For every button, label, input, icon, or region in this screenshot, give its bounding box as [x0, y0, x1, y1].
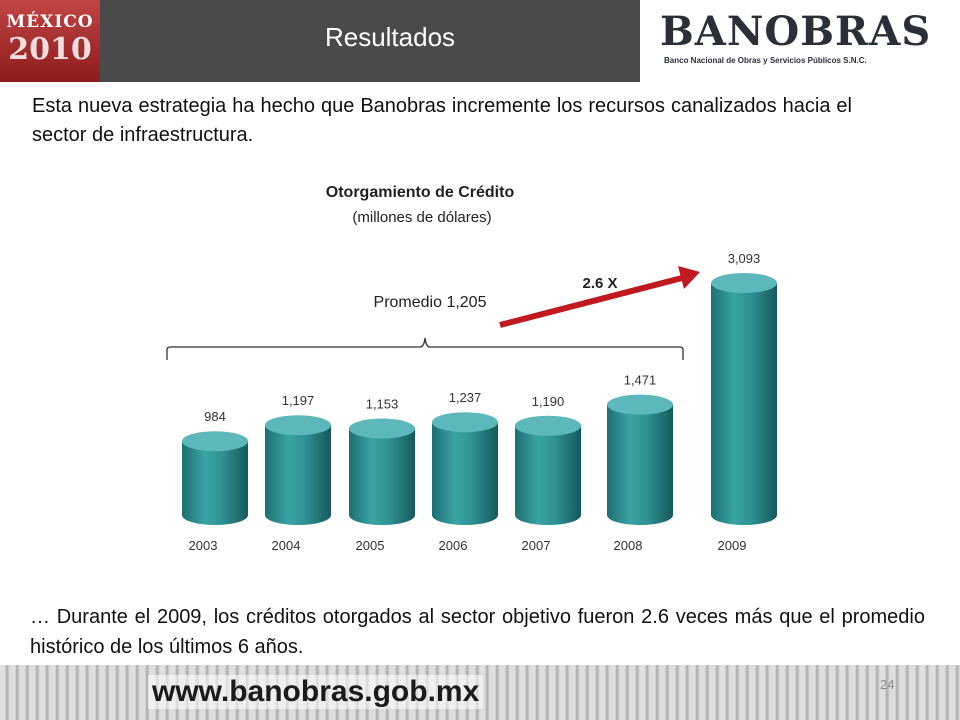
- value-label-2004: 1,197: [282, 393, 315, 408]
- closing-paragraph: … Durante el 2009, los créditos otorgado…: [30, 606, 925, 658]
- value-labels-group: 984 1,197 1,153 1,237 1,190 1,471 3,093: [204, 251, 760, 424]
- multiplier-label: 2.6 X: [582, 275, 617, 292]
- slide-title: Resultados: [324, 22, 456, 52]
- average-label: Promedio 1,205: [374, 294, 487, 311]
- banobras-logo-subtitle: Banco Nacional de Obras y Servicios Públ…: [664, 56, 867, 65]
- bar-2003: [182, 431, 248, 525]
- mexico-logo-word: MÉXICO: [6, 12, 94, 32]
- credit-chart: Otorgamiento de Crédito (millones de dól…: [166, 184, 777, 553]
- value-label-2009: 3,093: [728, 251, 761, 266]
- header-bar: MÉXICO 2010 Resultados BANOBRAS Banco Na…: [0, 0, 960, 82]
- value-label-2007: 1,190: [532, 394, 565, 409]
- bars-group: [182, 273, 777, 525]
- category-label-2005: 2005: [356, 538, 385, 553]
- category-label-2004: 2004: [272, 538, 301, 553]
- category-labels-group: 2003 2004 2005 2006 2007 2008 2009: [189, 538, 747, 553]
- bar-2009: [711, 273, 777, 525]
- mexico-2010-logo: MÉXICO 2010: [0, 0, 100, 82]
- chart-subtitle: (millones de dólares): [352, 209, 491, 226]
- average-bracket: [166, 337, 684, 360]
- category-label-2008: 2008: [614, 538, 643, 553]
- value-label-2003: 984: [204, 409, 226, 424]
- bar-2006: [432, 412, 498, 525]
- category-label-2007: 2007: [522, 538, 551, 553]
- bar-2004: [265, 415, 331, 525]
- bar-2005: [349, 418, 415, 525]
- page-number: 24: [880, 677, 895, 692]
- banobras-logo: BANOBRAS Banco Nacional de Obras y Servi…: [640, 0, 960, 82]
- value-label-2006: 1,237: [449, 390, 482, 405]
- category-label-2003: 2003: [189, 538, 218, 553]
- mexico-logo-year: 2010: [8, 32, 92, 67]
- bar-2008: [607, 394, 673, 525]
- growth-arrow: [499, 266, 700, 328]
- banobras-logo-word: BANOBRAS: [660, 8, 932, 55]
- category-label-2006: 2006: [439, 538, 468, 553]
- footer-bar: www.banobras.gob.mx 24: [0, 665, 960, 720]
- value-label-2008: 1,471: [624, 373, 657, 388]
- category-label-2009: 2009: [718, 538, 747, 553]
- bar-2007: [515, 415, 581, 525]
- intro-paragraph: Esta nueva estrategia ha hecho que Banob…: [32, 95, 852, 146]
- chart-title: Otorgamiento de Crédito: [326, 184, 515, 201]
- value-label-2005: 1,153: [366, 397, 399, 412]
- website-url: www.banobras.gob.mx: [148, 675, 484, 709]
